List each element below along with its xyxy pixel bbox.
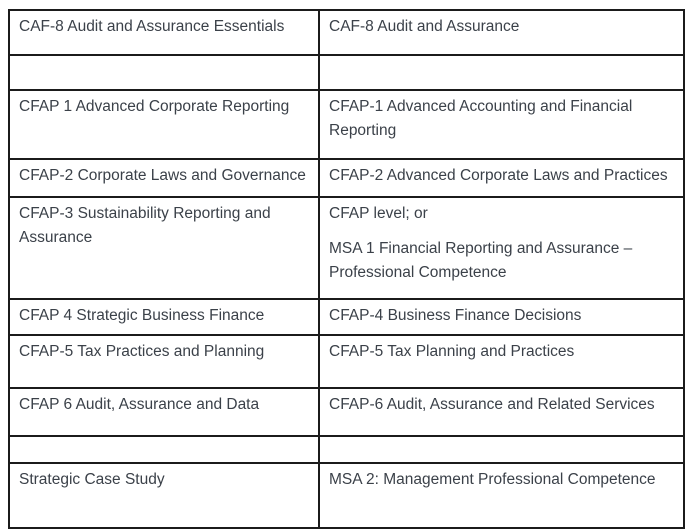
table-cell-right: CFAP-1 Advanced Accounting and Financial…: [318, 89, 685, 160]
table-cell-right: CFAP-2 Advanced Corporate Laws and Pract…: [318, 158, 685, 198]
table-row-empty: [8, 435, 685, 464]
table-cell-left: CFAP 4 Strategic Business Finance: [8, 298, 320, 336]
course-mapping-table: CAF-8 Audit and Assurance Essentials CAF…: [8, 9, 685, 529]
table-cell-right: MSA 2: Management Professional Competenc…: [318, 462, 685, 529]
table-cell-left: CFAP 1 Advanced Corporate Reporting: [8, 89, 320, 160]
cell-paragraph: CFAP level; or: [329, 205, 428, 222]
table-row: CFAP-2 Corporate Laws and Governance CFA…: [8, 158, 685, 198]
table-cell-right: CFAP-5 Tax Planning and Practices: [318, 334, 685, 389]
table-cell-left: CFAP-2 Corporate Laws and Governance: [8, 158, 320, 198]
table-row: CFAP 1 Advanced Corporate Reporting CFAP…: [8, 89, 685, 160]
table-cell-left: Strategic Case Study: [8, 462, 320, 529]
table-cell-right: CFAP level; or MSA 1 Financial Reporting…: [318, 196, 685, 300]
table-cell-left: CFAP-5 Tax Practices and Planning: [8, 334, 320, 389]
table-cell-right: CAF-8 Audit and Assurance: [318, 9, 685, 56]
table-row: CFAP 4 Strategic Business Finance CFAP-4…: [8, 298, 685, 336]
table-cell-left: [8, 54, 320, 91]
table-row: CFAP-5 Tax Practices and Planning CFAP-5…: [8, 334, 685, 389]
table-row: CFAP-3 Sustainability Reporting and Assu…: [8, 196, 685, 300]
table-row: Strategic Case Study MSA 2: Management P…: [8, 462, 685, 529]
table-cell-right: CFAP-4 Business Finance Decisions: [318, 298, 685, 336]
table-cell-left: [8, 435, 320, 464]
table-row-empty: [8, 54, 685, 91]
table-cell-left: CFAP-3 Sustainability Reporting and Assu…: [8, 196, 320, 300]
table-cell-right: [318, 54, 685, 91]
table-cell-right: CFAP-6 Audit, Assurance and Related Serv…: [318, 387, 685, 437]
table-row: CFAP 6 Audit, Assurance and Data CFAP-6 …: [8, 387, 685, 437]
table-cell-left: CAF-8 Audit and Assurance Essentials: [8, 9, 320, 56]
table-row: CAF-8 Audit and Assurance Essentials CAF…: [8, 9, 685, 56]
table-cell-left: CFAP 6 Audit, Assurance and Data: [8, 387, 320, 437]
table-cell-right: [318, 435, 685, 464]
cell-paragraph: MSA 1 Financial Reporting and Assurance …: [329, 240, 633, 281]
